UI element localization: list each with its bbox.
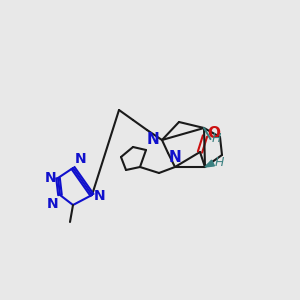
Text: N: N <box>169 150 182 165</box>
Text: N: N <box>94 189 106 203</box>
Text: N: N <box>44 171 56 185</box>
Text: H: H <box>212 131 221 145</box>
Text: H: H <box>215 157 224 169</box>
Text: O: O <box>207 127 220 142</box>
Polygon shape <box>205 160 214 167</box>
Text: N: N <box>146 133 159 148</box>
Text: N: N <box>75 152 87 166</box>
Text: N: N <box>46 197 58 211</box>
